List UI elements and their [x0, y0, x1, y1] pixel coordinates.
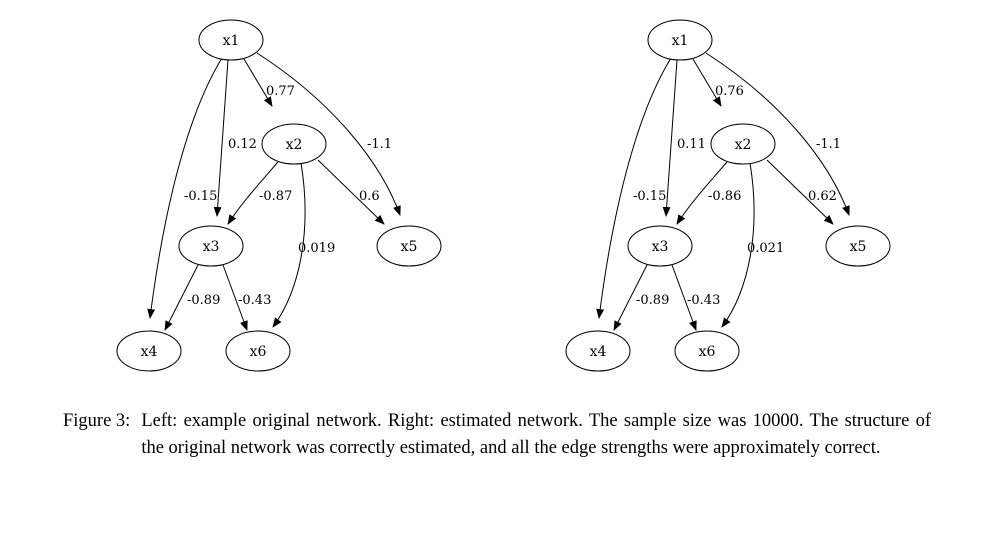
edge-x2-x5 [766, 159, 834, 225]
edge-x1-x3 [662, 59, 678, 217]
node-ellipse [565, 330, 631, 372]
edge-x3-x6 [222, 264, 248, 331]
edge-label-x3-x6: -0.43 [687, 293, 720, 308]
edge-x1-x2 [692, 58, 722, 107]
edge-label-x1-x5: -1.1 [816, 137, 841, 152]
node-x4: x4 [565, 330, 631, 372]
node-ellipse [627, 225, 693, 267]
caption-text: Left: example original network. Right: e… [141, 411, 931, 458]
edge-label-x3-x6: -0.43 [238, 293, 271, 308]
edge-label-x1-x3: 0.12 [228, 137, 257, 152]
figure-caption: Figure 3: Left: example original network… [63, 408, 931, 462]
edge-x3-x4 [164, 264, 199, 331]
edge-label-x2-x3: -0.86 [708, 189, 741, 204]
node-ellipse [825, 225, 891, 267]
node-label: x1 [223, 33, 240, 49]
node-ellipse [198, 19, 264, 61]
node-label: x2 [735, 137, 752, 153]
edge-x1-x5 [256, 52, 401, 216]
edge-label-x1-x5: -1.1 [367, 137, 392, 152]
edge-label-x2-x5: 0.62 [808, 189, 837, 204]
node-label: x2 [286, 137, 303, 153]
node-label: x4 [141, 344, 158, 360]
edge-x1-x4 [596, 57, 672, 319]
edge-x3-x4 [613, 264, 648, 331]
edge-label-x1-x4: -0.15 [633, 189, 666, 204]
edge-label-x1-x2: 0.77 [266, 84, 295, 99]
node-x4: x4 [116, 330, 182, 372]
node-label: x3 [203, 239, 220, 255]
edge-label-x2-x6: 0.019 [298, 241, 335, 256]
edge-x1-x4 [147, 57, 223, 319]
node-ellipse [647, 19, 713, 61]
node-x3: x3 [627, 225, 693, 267]
node-x6: x6 [674, 330, 740, 372]
edge-label-x3-x4: -0.89 [187, 293, 220, 308]
node-x3: x3 [178, 225, 244, 267]
edge-x2-x6 [721, 162, 755, 328]
node-ellipse [116, 330, 182, 372]
original-network: 0.77 0.12 -0.15 -1.1 -0.87 0.6 0.019 -0.89 -0.43… [116, 19, 442, 372]
edge-x1-x5 [705, 52, 850, 216]
edge-x1-x3 [213, 59, 229, 217]
node-label: x6 [250, 344, 267, 360]
edge-label-x2-x5: 0.6 [359, 189, 380, 204]
edge-label-x1-x4: -0.15 [184, 189, 217, 204]
node-x5: x5 [376, 225, 442, 267]
node-label: x6 [699, 344, 716, 360]
node-ellipse [376, 225, 442, 267]
node-label: x5 [850, 239, 867, 255]
node-x1: x1 [647, 19, 713, 61]
edge-x3-x6 [671, 264, 697, 331]
edge-x2-x3 [227, 161, 279, 225]
edge-label-x2-x3: -0.87 [259, 189, 292, 204]
edge-label-x3-x4: -0.89 [636, 293, 669, 308]
node-label: x3 [652, 239, 669, 255]
node-x5: x5 [825, 225, 891, 267]
edge-label-x2-x6: 0.021 [747, 241, 784, 256]
edge-label-x1-x2: 0.76 [715, 84, 744, 99]
edge-x1-x2 [243, 58, 273, 107]
node-ellipse [674, 330, 740, 372]
node-x6: x6 [225, 330, 291, 372]
node-ellipse [225, 330, 291, 372]
edge-x2-x3 [676, 161, 728, 225]
node-x2: x2 [710, 123, 776, 165]
node-label: x1 [672, 33, 689, 49]
node-x1: x1 [198, 19, 264, 61]
node-ellipse [261, 123, 327, 165]
edge-x2-x6 [272, 162, 306, 328]
node-label: x4 [590, 344, 607, 360]
edge-x2-x5 [317, 159, 385, 225]
node-label: x5 [401, 239, 418, 255]
node-ellipse [710, 123, 776, 165]
caption-label: Figure 3: [63, 411, 131, 431]
edge-label-x1-x3: 0.11 [677, 137, 706, 152]
node-x2: x2 [261, 123, 327, 165]
estimated-network: 0.76 0.11 -0.15 -1.1 -0.86 0.62 0.021 -0.89 -0.4… [565, 19, 891, 372]
node-ellipse [178, 225, 244, 267]
